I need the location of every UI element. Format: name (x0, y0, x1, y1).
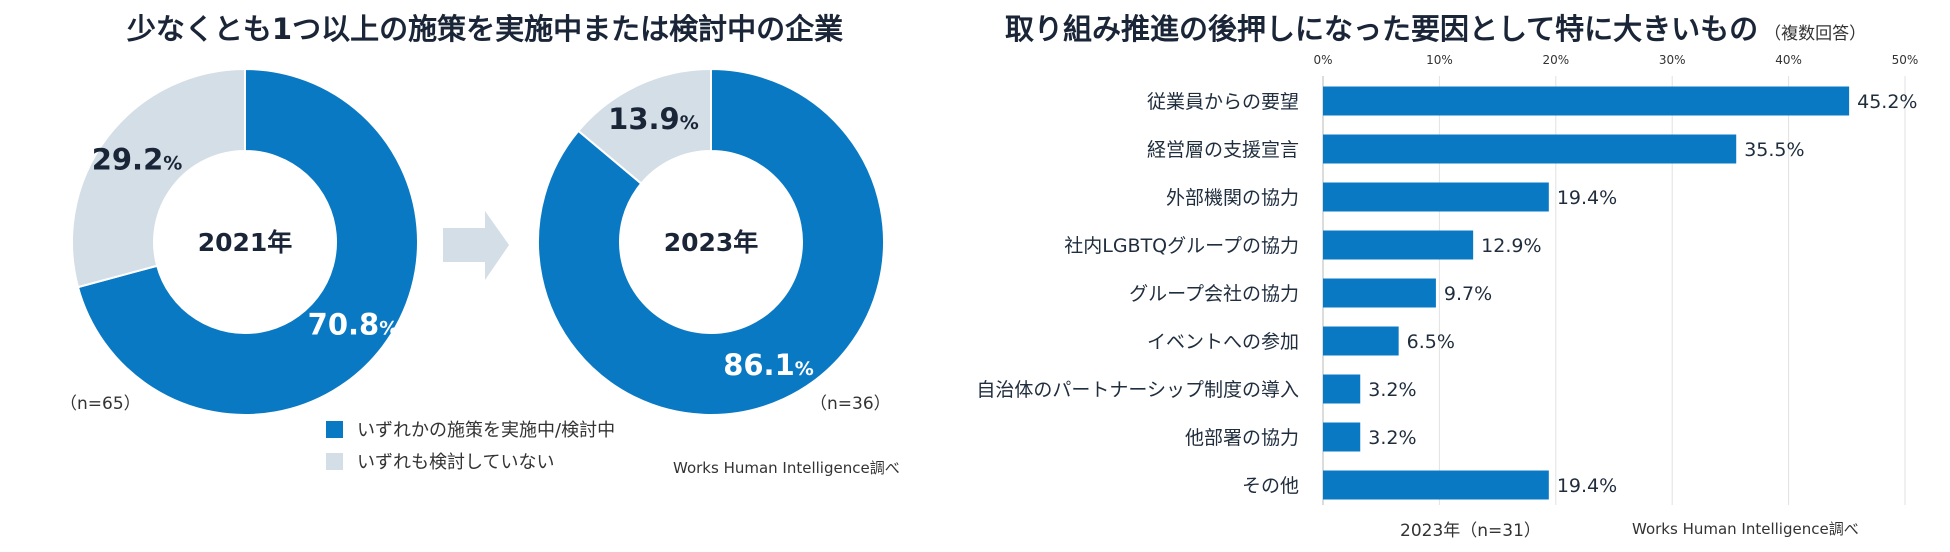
x-tick-label: 20% (1542, 53, 1569, 67)
slice-value-label: 13.9% (608, 102, 699, 136)
bar (1323, 470, 1549, 500)
bar (1323, 326, 1399, 356)
n-label-2021: （n=65） (60, 394, 141, 414)
n-label-2023: （n=36） (810, 394, 891, 414)
bar-category-label: 経営層の支援宣言 (1147, 139, 1299, 161)
bar-category-label: 従業員からの要望 (1147, 91, 1299, 113)
x-tick-label: 0% (1313, 53, 1332, 67)
bar (1323, 86, 1850, 116)
donut-year-label: 2021年 (198, 228, 293, 257)
x-tick-label: 40% (1775, 53, 1802, 67)
bar-value-label: 35.5% (1744, 139, 1804, 161)
legend-label: いずれかの施策を実施中/検討中 (357, 420, 616, 441)
bar-value-label: 6.5% (1407, 331, 1455, 353)
bar-value-label: 12.9% (1481, 235, 1541, 257)
bar (1323, 278, 1436, 308)
bar-category-label: 他部署の協力 (1185, 427, 1299, 449)
bar-category-label: 外部機関の協力 (1166, 187, 1299, 209)
legend-item-implementing: いずれかの施策を実施中/検討中 (326, 416, 615, 442)
bar-value-label: 19.4% (1557, 187, 1617, 209)
bar (1323, 182, 1549, 212)
right-title-note: （複数回答） (1764, 24, 1867, 44)
legend-swatch-primary (326, 420, 343, 438)
left-chart-title: 少なくとも1つ以上の施策を実施中または検討中の企業 (126, 12, 844, 46)
bar-value-label: 3.2% (1368, 427, 1416, 449)
bar-category-label: その他 (1242, 475, 1299, 497)
bar-value-label: 9.7% (1444, 283, 1492, 305)
slice-value-label: 70.8% (308, 308, 399, 342)
donut-year-label: 2023年 (664, 228, 759, 257)
bar-chart: 0% 10% 20% 30% 40% 50% 従業員からの要望 45.2% 経営層の支援宣言 3… (976, 53, 1918, 505)
bar-category-label: 自治体のパートナーシップ制度の導入 (976, 379, 1299, 401)
bar (1323, 374, 1361, 404)
x-tick-label: 30% (1659, 53, 1686, 67)
bar-category-label: 社内LGBTQグループの協力 (1064, 235, 1299, 257)
donut-2023: 86.1%13.9%2023年 (537, 67, 885, 416)
arrow-icon (443, 211, 509, 280)
bar (1323, 422, 1361, 452)
bar-x-ticks: 0% 10% 20% 30% 40% 50% (1313, 53, 1918, 67)
x-tick-label: 10% (1426, 53, 1453, 67)
bar-value-label: 19.4% (1557, 475, 1617, 497)
bar-value-label: 3.2% (1368, 379, 1416, 401)
bar-footer-label: 2023年（n=31） (1400, 521, 1541, 541)
x-tick-label: 50% (1892, 53, 1919, 67)
bar-category-label: グループ会社の協力 (1129, 283, 1299, 305)
left-credit: Works Human Intelligence調べ (673, 459, 900, 477)
slice-not-considering (576, 67, 712, 185)
bar-category-label: イベントへの参加 (1147, 331, 1299, 353)
right-chart-title: 取り組み推進の後押しになった要因として特に大きいもの （複数回答） (1005, 6, 1866, 48)
bar (1323, 134, 1737, 164)
right-credit: Works Human Intelligence調べ (1632, 520, 1859, 538)
slice-implementing (537, 67, 885, 416)
bar-value-label: 45.2% (1857, 91, 1917, 113)
right-title-text: 取り組み推進の後押しになった要因として特に大きいもの (1005, 12, 1759, 46)
legend-item-not-considering: いずれも検討していない (326, 448, 554, 474)
slice-not-considering (71, 67, 246, 289)
slice-implementing (76, 67, 419, 416)
donut-charts: 70.8%29.2%2021年 86.1%13.9%2023年 (71, 67, 885, 416)
donut-2021: 70.8%29.2%2021年 (71, 67, 419, 416)
legend-label: いずれも検討していない (357, 452, 555, 473)
bar-series: 従業員からの要望 45.2% 経営層の支援宣言 35.5% 外部機関の協力 19.4% 社内… (976, 86, 1917, 500)
legend-swatch-secondary (326, 452, 343, 470)
bar (1323, 230, 1474, 260)
